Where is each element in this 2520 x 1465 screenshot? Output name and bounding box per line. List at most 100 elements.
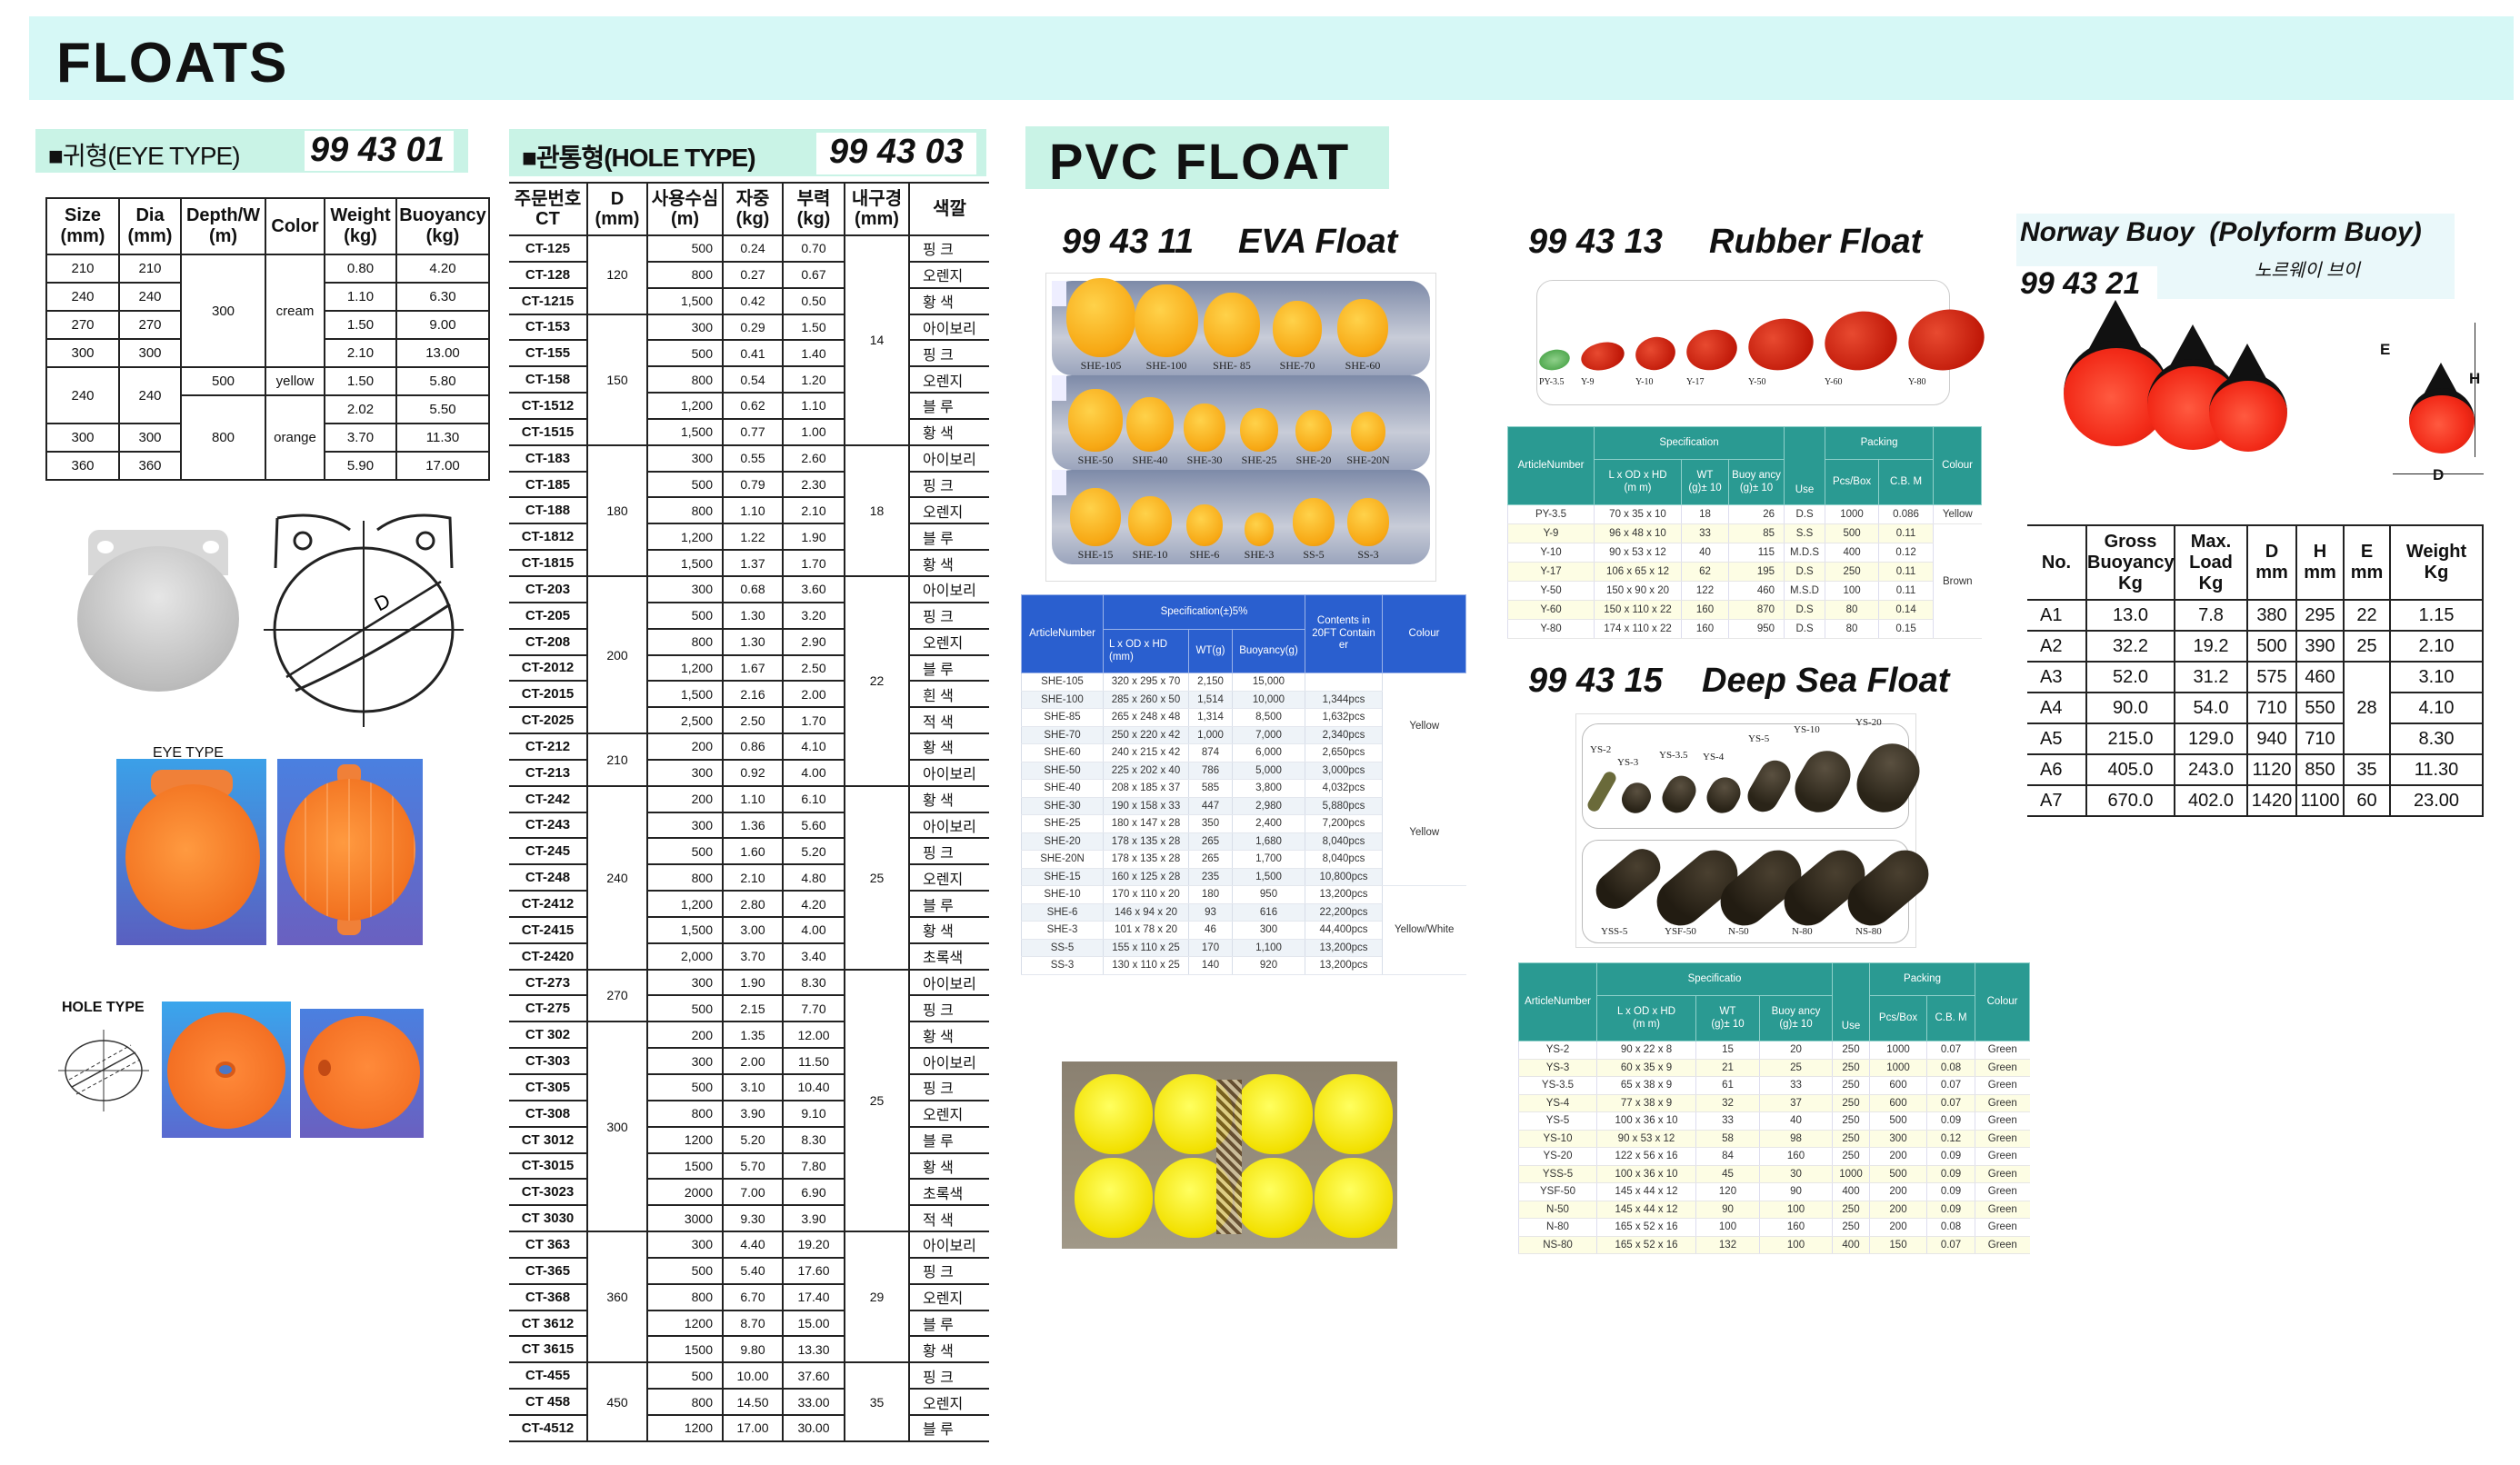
table-cell: 380 xyxy=(2246,599,2297,632)
table-row: Y-80 174 x 110 x 22 160 950 D.S 80 0.15 xyxy=(1507,619,1982,639)
order-number: CT-2412 xyxy=(509,891,587,918)
table-cell: 200 xyxy=(1869,1201,1927,1219)
table-cell: 300 xyxy=(180,254,266,368)
table-cell: 15 xyxy=(1695,1041,1760,1060)
table-cell: 670.0 xyxy=(2085,784,2175,817)
table-cell: 45 xyxy=(1695,1165,1760,1183)
table-cell: 90.0 xyxy=(2085,692,2175,724)
table-cell: 240 x 215 x 42 xyxy=(1103,743,1189,762)
table-cell: 2,340pcs xyxy=(1305,726,1383,744)
table-cell: 11.30 xyxy=(395,423,490,453)
colour-cell: Yellow xyxy=(1382,779,1466,886)
table-row: CT-455 450 500 10.00 37.60 35 핑 크 xyxy=(509,1362,989,1442)
table-cell: 8,500 xyxy=(1232,708,1305,727)
table-cell: 208 x 185 x 37 xyxy=(1103,779,1189,798)
order-number: CT-185 xyxy=(509,471,587,499)
table-row: CT-213 300 0.92 4.00 아이보리 xyxy=(509,759,989,787)
table-cell: 6.10 xyxy=(782,785,845,813)
table-cell: 800 xyxy=(646,628,723,656)
rubber-photo-label: Y-17 xyxy=(1686,377,1705,387)
table-cell: 90 x 53 x 12 xyxy=(1594,543,1682,563)
order-number: CT-2420 xyxy=(509,942,587,971)
column-header: L x OD x HD (m m) xyxy=(1596,995,1696,1041)
order-number: CT-275 xyxy=(509,995,587,1023)
table-cell: 500 xyxy=(1869,1111,1927,1131)
column-header: Contents in 20FT Contain er xyxy=(1305,594,1383,673)
table-cell: 4.20 xyxy=(782,891,845,918)
table-cell: Green xyxy=(1975,1182,2030,1201)
order-number: CT-188 xyxy=(509,497,587,525)
table-cell: 46 xyxy=(1188,921,1233,940)
eva-photo-label: SHE-40 xyxy=(1132,453,1168,466)
table-cell: 160 xyxy=(1681,600,1729,620)
color-cell: 블 루 xyxy=(908,891,989,918)
buoy-red-body xyxy=(2209,374,2287,452)
table-row: Y-17 106 x 65 x 12 62 195 D.S 250 0.11 xyxy=(1507,562,1982,582)
table-row: Y-10 90 x 53 x 12 40 115 M.D.S 400 0.12 xyxy=(1507,543,1982,563)
table-row: CT-1515 1,500 0.77 1.00 황 색 xyxy=(509,418,989,446)
table-cell: 7.00 xyxy=(722,1179,783,1207)
table-cell: SHE-15 xyxy=(1021,868,1104,886)
table-cell: 58 xyxy=(1695,1130,1760,1148)
eva-photo-label: SHE-105 xyxy=(1080,359,1122,372)
color-cell: 오렌지 xyxy=(908,864,989,892)
table-cell: D.S xyxy=(1784,504,1825,524)
table-cell: 93 xyxy=(1188,903,1233,922)
table-row: CT 302 300 200 1.35 12.00 황 색 xyxy=(509,1022,989,1233)
order-number: CT 363 xyxy=(509,1231,587,1259)
color-cell: 아이보리 xyxy=(908,759,989,787)
norway-code: 99 43 21 xyxy=(2016,266,2157,303)
table-cell: 870 xyxy=(1727,600,1785,620)
column-header: L x OD x HD (m m) xyxy=(1594,459,1682,505)
column-header: Weight (kg) xyxy=(324,197,397,255)
table-row: SHE-3 101 x 78 x 20 46 300 44,400pcs xyxy=(1021,921,1466,940)
table-cell: A4 xyxy=(2027,692,2087,724)
table-row: PY-3.5 70 x 35 x 10 18 26 D.S 1000 0.086 Yellow xyxy=(1507,504,1982,524)
table-cell: 6.70 xyxy=(722,1283,783,1311)
color-cell: 황 색 xyxy=(908,287,989,315)
table-cell: 0.41 xyxy=(722,340,783,368)
table-cell: 150 x 110 x 22 xyxy=(1594,600,1682,620)
deep-sea-float-photo: YS-2 YS-3 YS-3.5 YS-4 YS-5 YS-10 YS-20 YSS-5 YSF… xyxy=(1575,713,1939,948)
table-cell: 100 xyxy=(1825,581,1879,601)
color-cell: 블 루 xyxy=(908,1414,989,1442)
table-cell: 10,000 xyxy=(1232,691,1305,709)
rubber-photo-label: Y-80 xyxy=(1908,377,1926,387)
table-cell: 3.90 xyxy=(782,1205,845,1233)
table-cell: 240 xyxy=(45,282,120,312)
eva-photo-label: SS-5 xyxy=(1303,548,1325,561)
column-header: Buoy ancy (g)± 10 xyxy=(1727,459,1785,505)
table-cell: 22,200pcs xyxy=(1305,903,1383,922)
table-cell: 28 xyxy=(2343,661,2391,755)
eva-photo-label: SHE-25 xyxy=(1241,453,1277,466)
norway-buoy-photo: EHD xyxy=(2045,300,2491,495)
table-cell: 500 xyxy=(646,1257,723,1285)
colour-cell: Brown xyxy=(1933,523,1982,639)
table-row: CT-185 500 0.79 2.30 핑 크 xyxy=(509,471,989,499)
table-row: CT-158 800 0.54 1.20 오렌지 xyxy=(509,366,989,394)
table-cell: 0.55 xyxy=(722,444,783,473)
deep-sea-float-table: ArticleNumber Specificatio Use Packing Colou… xyxy=(1518,962,2031,1254)
table-cell: 2.15 xyxy=(722,995,783,1023)
table-cell: 33 xyxy=(1759,1076,1833,1095)
table-cell: 300 xyxy=(646,969,723,997)
table-cell: 8,040pcs xyxy=(1305,832,1383,851)
column-header: Specification xyxy=(1593,426,1785,460)
table-cell: 0.68 xyxy=(722,575,783,603)
diameter-cell: 270 xyxy=(586,969,647,1023)
color-cell: 핑 크 xyxy=(908,471,989,499)
table-row: CT 3615 1500 9.80 13.30 황 색 xyxy=(509,1336,989,1364)
table-cell: N-50 xyxy=(1518,1201,1597,1219)
table-cell: 0.11 xyxy=(1878,581,1934,601)
order-number: CT-155 xyxy=(509,340,587,368)
table-row: YS-20 122 x 56 x 16 84 160 250 200 0.09 Green xyxy=(1518,1147,2030,1166)
table-cell: 240 xyxy=(45,366,120,424)
table-cell: 1120 xyxy=(2246,753,2297,786)
table-cell: 145 x 44 x 12 xyxy=(1596,1182,1696,1201)
color-cell: 핑 크 xyxy=(908,838,989,866)
diameter-cell: 150 xyxy=(586,314,647,446)
table-cell: 360 xyxy=(45,451,120,481)
table-cell: 250 xyxy=(1825,562,1879,582)
table-row: CT-242 240 200 1.10 6.10 25 황 색 xyxy=(509,785,989,971)
table-cell: 300 xyxy=(646,575,723,603)
